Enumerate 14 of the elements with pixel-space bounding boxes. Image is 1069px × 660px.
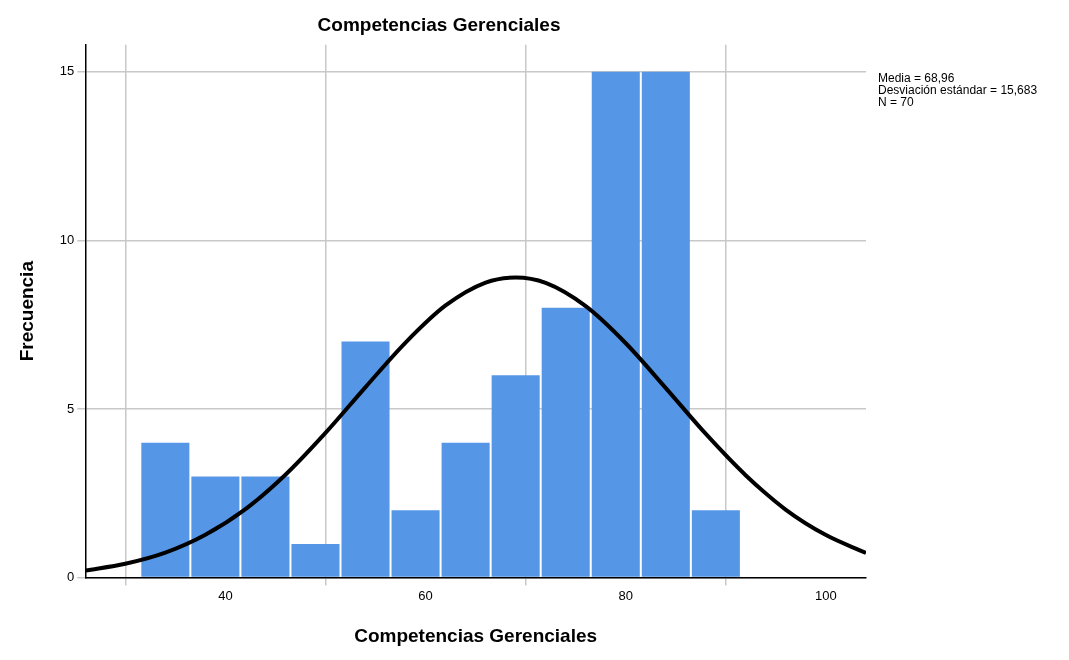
text: Desviación estándar = 15,683 bbox=[878, 83, 1038, 98]
x-tick-label: 100 bbox=[815, 587, 837, 603]
y-tick-label: 10 bbox=[59, 231, 75, 247]
text: Media = 68,96 bbox=[878, 71, 955, 86]
y-axis-title: Frecuencia bbox=[15, 260, 37, 362]
y-tick-label: 15 bbox=[59, 63, 75, 79]
y-tick-label: 5 bbox=[67, 400, 75, 416]
text: N = 70 bbox=[878, 95, 915, 110]
x-tick-label: 40 bbox=[218, 587, 233, 603]
x-axis-title: Competencias Gerenciales bbox=[354, 624, 598, 646]
y-tick-label: 0 bbox=[67, 569, 75, 585]
chart-title: Competencias Gerenciales bbox=[317, 13, 561, 35]
x-tick-label: 80 bbox=[618, 587, 634, 603]
x-tick-label: 60 bbox=[418, 587, 433, 603]
